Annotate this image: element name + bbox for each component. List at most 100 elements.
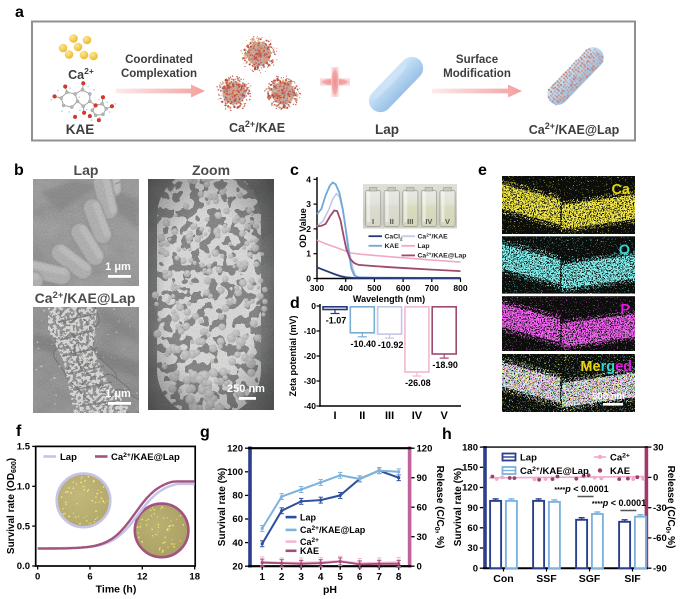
svg-text:Zeta potential (mV): Zeta potential (mV) xyxy=(288,315,298,396)
svg-text:0.5: 0.5 xyxy=(17,521,31,532)
svg-text:30: 30 xyxy=(467,543,478,554)
svg-text:KAE: KAE xyxy=(66,122,95,137)
svg-text:II: II xyxy=(390,217,394,226)
svg-text:Ca2+/KAE: Ca2+/KAE xyxy=(229,119,285,135)
svg-text:Ca: Ca xyxy=(611,182,630,198)
svg-text:-90: -90 xyxy=(653,563,667,574)
svg-text:30: 30 xyxy=(417,532,428,543)
svg-text:SSF: SSF xyxy=(536,573,557,585)
svg-text:-10.40: -10.40 xyxy=(351,339,377,349)
svg-text:600: 600 xyxy=(396,283,410,293)
svg-text:II: II xyxy=(359,410,365,422)
svg-text:-10: -10 xyxy=(304,326,317,336)
svg-text:18: 18 xyxy=(189,572,200,583)
svg-text:-10.92: -10.92 xyxy=(378,340,404,350)
svg-text:1 μm: 1 μm xyxy=(105,261,131,273)
svg-text:Lap: Lap xyxy=(300,512,317,522)
svg-text:100: 100 xyxy=(227,467,243,478)
svg-text:-30: -30 xyxy=(653,503,667,514)
svg-text:Lap: Lap xyxy=(520,452,537,463)
svg-text:Coordinated: Coordinated xyxy=(125,54,193,66)
svg-text:3: 3 xyxy=(306,199,311,209)
svg-text:Ca2+: Ca2+ xyxy=(300,536,319,547)
svg-text:III: III xyxy=(407,217,413,226)
svg-text:120: 120 xyxy=(227,443,243,454)
svg-text:3: 3 xyxy=(298,572,304,583)
svg-text:60: 60 xyxy=(232,514,243,525)
svg-text:I: I xyxy=(333,410,336,422)
svg-text:2: 2 xyxy=(279,572,285,583)
svg-text:0: 0 xyxy=(653,473,658,484)
svg-text:1: 1 xyxy=(259,572,265,583)
svg-text:300: 300 xyxy=(310,283,324,293)
svg-text:Zoom: Zoom xyxy=(192,162,230,178)
svg-text:III: III xyxy=(385,410,394,422)
svg-text:Ca2+/KAE: Ca2+/KAE xyxy=(418,232,449,241)
svg-text:SIF: SIF xyxy=(624,573,641,585)
svg-text:2: 2 xyxy=(306,224,311,234)
svg-text:Ca2+/KAE@Lap: Ca2+/KAE@Lap xyxy=(418,251,467,260)
svg-text:CaCl2: CaCl2 xyxy=(385,234,404,242)
svg-text:KAE: KAE xyxy=(300,546,319,556)
svg-text:120: 120 xyxy=(417,443,433,454)
svg-text:KAE: KAE xyxy=(385,243,400,250)
svg-text:V: V xyxy=(441,410,449,422)
svg-text:800: 800 xyxy=(453,283,467,293)
svg-text:Con: Con xyxy=(493,573,513,585)
svg-text:120: 120 xyxy=(462,483,478,494)
svg-text:Ca2+/KAE@Lap: Ca2+/KAE@Lap xyxy=(520,466,589,478)
svg-text:P: P xyxy=(620,302,630,318)
svg-text:Ca2+/KAE@Lap: Ca2+/KAE@Lap xyxy=(111,452,180,464)
svg-text:400: 400 xyxy=(339,283,353,293)
svg-text:40: 40 xyxy=(232,538,243,549)
svg-text:60: 60 xyxy=(467,523,478,534)
svg-text:Release (C/C0, %): Release (C/C0, %) xyxy=(433,466,445,549)
svg-text:IV: IV xyxy=(425,217,432,226)
svg-text:90: 90 xyxy=(417,473,428,484)
svg-text:20: 20 xyxy=(232,561,243,572)
svg-text:180: 180 xyxy=(462,442,478,453)
svg-text:30: 30 xyxy=(653,442,664,453)
svg-text:Lap: Lap xyxy=(74,162,99,178)
svg-text:4: 4 xyxy=(318,572,324,583)
svg-text:0: 0 xyxy=(311,301,316,311)
svg-text:5: 5 xyxy=(337,572,343,583)
svg-text:pH: pH xyxy=(323,584,337,596)
svg-text:1.5: 1.5 xyxy=(17,442,31,453)
svg-text:6: 6 xyxy=(87,572,92,583)
svg-text:-26.08: -26.08 xyxy=(405,378,431,388)
svg-text:-20: -20 xyxy=(304,351,317,361)
svg-text:Wavelength (nm): Wavelength (nm) xyxy=(353,294,425,304)
svg-text:Survival rate (%): Survival rate (%) xyxy=(217,468,228,546)
svg-text:-1.07: -1.07 xyxy=(326,316,347,326)
svg-text:Lap: Lap xyxy=(418,243,430,250)
svg-text:500: 500 xyxy=(367,283,381,293)
svg-text:1: 1 xyxy=(306,249,311,259)
svg-text:Surface: Surface xyxy=(456,54,498,66)
svg-text:Release (C/C0, %): Release (C/C0, %) xyxy=(664,466,676,549)
svg-text:****p < 0.0001: ****p < 0.0001 xyxy=(554,484,608,494)
svg-text:-30: -30 xyxy=(304,376,317,386)
svg-text:700: 700 xyxy=(425,283,439,293)
svg-text:Ca2+/KAE@Lap: Ca2+/KAE@Lap xyxy=(300,525,366,536)
svg-text:SGF: SGF xyxy=(579,573,601,585)
svg-text:0: 0 xyxy=(306,274,311,284)
svg-text:1.0: 1.0 xyxy=(17,482,30,493)
svg-text:-18.90: -18.90 xyxy=(432,360,458,370)
svg-text:I: I xyxy=(372,217,374,226)
svg-text:Lap: Lap xyxy=(60,452,77,463)
svg-text:90: 90 xyxy=(467,503,478,514)
svg-text:8: 8 xyxy=(396,572,402,583)
svg-text:-60: -60 xyxy=(653,533,667,544)
svg-text:Modification: Modification xyxy=(443,68,511,80)
svg-text:IV: IV xyxy=(412,410,423,422)
svg-text:0.0: 0.0 xyxy=(17,561,30,572)
svg-text:6: 6 xyxy=(357,572,363,583)
svg-text:500 nm: 500 nm xyxy=(592,391,625,402)
svg-text:V: V xyxy=(445,217,450,226)
svg-text:Ca2+: Ca2+ xyxy=(610,452,630,464)
svg-text:-40: -40 xyxy=(304,401,317,411)
svg-text:0: 0 xyxy=(417,561,422,572)
svg-text:1 μm: 1 μm xyxy=(105,388,131,400)
svg-text:O: O xyxy=(619,242,630,258)
